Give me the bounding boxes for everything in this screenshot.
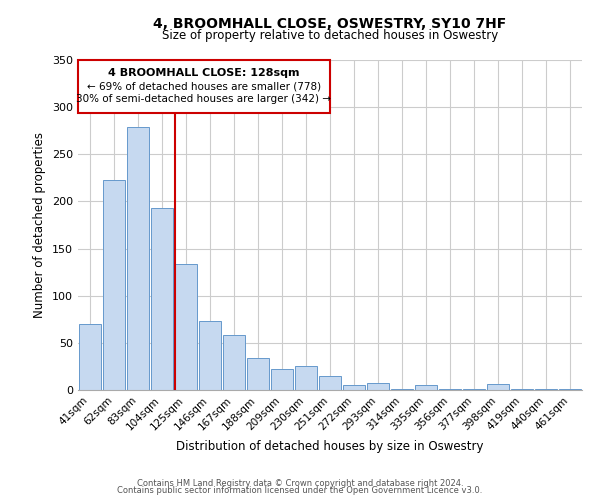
Bar bbox=[103, 180, 125, 390]
Y-axis label: Number of detached properties: Number of detached properties bbox=[34, 132, 46, 318]
Bar bbox=[319, 376, 341, 390]
Bar bbox=[463, 389, 485, 390]
Bar bbox=[78, 60, 330, 113]
Bar bbox=[247, 358, 269, 390]
Bar bbox=[127, 127, 149, 390]
Bar bbox=[175, 264, 197, 390]
Text: 4, BROOMHALL CLOSE, OSWESTRY, SY10 7HF: 4, BROOMHALL CLOSE, OSWESTRY, SY10 7HF bbox=[154, 18, 506, 32]
Bar bbox=[511, 389, 533, 390]
Bar bbox=[439, 389, 461, 390]
Bar bbox=[487, 384, 509, 390]
Bar bbox=[559, 389, 581, 390]
Text: ← 69% of detached houses are smaller (778): ← 69% of detached houses are smaller (77… bbox=[87, 82, 321, 92]
Text: Size of property relative to detached houses in Oswestry: Size of property relative to detached ho… bbox=[162, 29, 498, 42]
Bar bbox=[343, 386, 365, 390]
Bar bbox=[535, 389, 557, 390]
Text: Contains HM Land Registry data © Crown copyright and database right 2024.: Contains HM Land Registry data © Crown c… bbox=[137, 478, 463, 488]
Bar bbox=[79, 324, 101, 390]
Text: Contains public sector information licensed under the Open Government Licence v3: Contains public sector information licen… bbox=[118, 486, 482, 495]
Bar bbox=[367, 384, 389, 390]
Bar bbox=[223, 336, 245, 390]
Bar bbox=[151, 208, 173, 390]
Text: 4 BROOMHALL CLOSE: 128sqm: 4 BROOMHALL CLOSE: 128sqm bbox=[108, 68, 300, 78]
X-axis label: Distribution of detached houses by size in Oswestry: Distribution of detached houses by size … bbox=[176, 440, 484, 453]
Text: 30% of semi-detached houses are larger (342) →: 30% of semi-detached houses are larger (… bbox=[77, 94, 331, 104]
Bar bbox=[295, 366, 317, 390]
Bar bbox=[415, 386, 437, 390]
Bar bbox=[199, 321, 221, 390]
Bar bbox=[391, 389, 413, 390]
Bar bbox=[271, 370, 293, 390]
